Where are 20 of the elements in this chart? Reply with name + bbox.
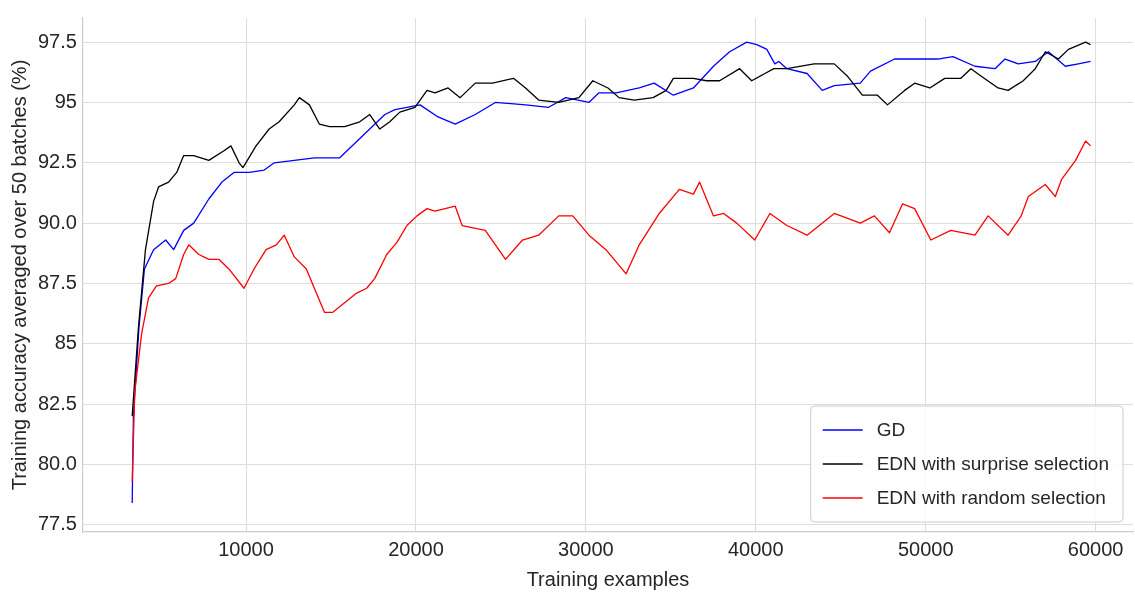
x-tick-label: 30000: [558, 537, 614, 560]
x-axis-title: Training examples: [526, 567, 690, 590]
y-tick-label: 92.5: [37, 150, 77, 173]
y-tick-label: 85: [54, 331, 77, 354]
legend-label: GD: [876, 419, 906, 441]
y-tick-label: 80.0: [37, 451, 77, 474]
x-tick-label: 40000: [727, 537, 784, 560]
y-tick-label: 90.0: [37, 210, 77, 233]
y-tick-label: 95: [54, 89, 77, 112]
x-tick-label: 50000: [897, 537, 954, 560]
x-tick-label: 20000: [388, 537, 444, 560]
x-tick-label: 10000: [218, 537, 274, 560]
legend-label: EDN with random selection: [876, 487, 1106, 509]
legend-label: EDN with surprise selection: [876, 453, 1110, 475]
y-tick-label: 87.5: [37, 270, 77, 293]
x-tick-label: 60000: [1067, 537, 1124, 560]
y-tick-label: 77.5: [37, 512, 77, 535]
y-tick-label: 82.5: [37, 391, 77, 414]
y-axis-title: Training accuracy averaged over 50 batches (%): [7, 59, 30, 491]
y-tick-label: 97.5: [37, 29, 77, 52]
